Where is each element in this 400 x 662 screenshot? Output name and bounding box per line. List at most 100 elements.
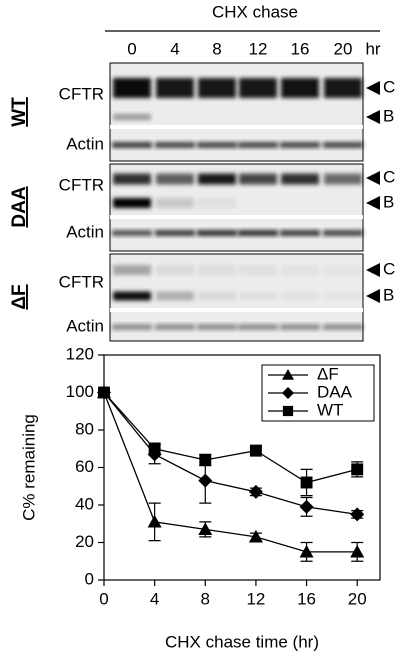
panel-label: WT [9, 97, 30, 127]
series-line [103, 392, 358, 484]
x-tick-label: 4 [150, 589, 159, 608]
x-tick-label: 12 [246, 589, 265, 608]
marker [299, 544, 314, 558]
marker [351, 463, 364, 476]
band [239, 78, 277, 98]
band [324, 292, 362, 301]
band [324, 265, 362, 275]
band [156, 173, 194, 185]
actin-band [238, 142, 278, 148]
lane-label: 8 [212, 39, 221, 58]
band-label: B [383, 192, 394, 211]
marker [350, 507, 365, 522]
panel-label: DAA [9, 186, 30, 227]
panel-label: ΔF [9, 284, 30, 309]
actin-band [238, 230, 278, 236]
marker [249, 444, 262, 457]
chart: 0 20 40 60 80 100 120 0 4 8 12 16 20 CHX chase time (… [19, 344, 381, 651]
row-label: Actin [66, 316, 104, 335]
band [239, 265, 277, 275]
band-label: C [383, 167, 395, 186]
band [324, 173, 362, 185]
band [156, 265, 194, 275]
band [198, 265, 236, 275]
band [113, 265, 151, 275]
actin-band [197, 142, 237, 148]
lane-label: 20 [334, 39, 353, 58]
x-tick-label: 0 [99, 589, 108, 608]
band [281, 78, 319, 98]
y-tick-label: 120 [66, 344, 94, 363]
lane-label: 12 [249, 39, 268, 58]
band [156, 78, 194, 98]
row-label: CFTR [59, 272, 104, 291]
series-line [103, 392, 358, 516]
y-axis-label: C% remaining [19, 414, 38, 521]
actin-band [112, 324, 152, 330]
band [156, 291, 194, 301]
legend-label: ΔF [317, 364, 339, 383]
marker [148, 442, 161, 455]
band [113, 291, 151, 301]
band-label: B [383, 106, 394, 125]
blots: 0 4 8 12 16 20 hrCFTRActinWTCBCFTRActinDAACBCF… [9, 39, 395, 342]
y-tick-label: 0 [85, 569, 94, 588]
lane-label: 0 [127, 39, 136, 58]
band [156, 198, 194, 208]
actin-band [155, 142, 195, 148]
band [113, 173, 151, 185]
actin-band [323, 142, 363, 148]
lane-label: 16 [291, 39, 310, 58]
marker [248, 484, 263, 499]
y-tick-label: 100 [66, 382, 94, 401]
marker [299, 499, 314, 514]
row-label: CFTR [59, 84, 104, 103]
blot-frame [109, 163, 364, 252]
y-tick-label: 40 [75, 494, 94, 513]
actin-band [197, 230, 237, 236]
marker [198, 473, 213, 488]
row-label: CFTR [59, 175, 104, 194]
legend-marker [282, 405, 294, 417]
band [113, 78, 151, 98]
series-line [103, 392, 358, 553]
x-tick-label: 16 [297, 589, 316, 608]
marker [198, 522, 213, 535]
band-arrow [366, 289, 380, 303]
blot-title: CHX chase [212, 2, 298, 21]
lane-label: 4 [170, 39, 179, 58]
y-tick-label: 20 [75, 532, 94, 551]
marker [199, 454, 212, 466]
actin-band [280, 230, 320, 236]
y-tick-label: 80 [75, 419, 94, 438]
band [198, 78, 236, 98]
band [281, 265, 319, 275]
unit-label: hr [365, 39, 380, 58]
actin-band [323, 230, 363, 236]
x-tick-label: 8 [201, 589, 210, 608]
marker [98, 386, 110, 399]
actin-band [238, 324, 278, 330]
band [281, 291, 319, 301]
actin-band [155, 230, 195, 236]
marker [300, 476, 313, 489]
actin-band [280, 142, 320, 148]
band [198, 198, 236, 208]
band-label: B [383, 285, 394, 304]
band [198, 173, 236, 185]
band [239, 291, 277, 301]
actin-band [112, 230, 152, 236]
row-label: Actin [66, 134, 104, 153]
band [281, 173, 319, 185]
marker [248, 529, 263, 543]
legend-marker [282, 369, 294, 380]
band-label: C [383, 259, 395, 278]
actin-band [323, 324, 363, 330]
legend-label: WT [317, 400, 343, 419]
band [239, 173, 277, 185]
blot-frame [109, 62, 364, 162]
marker [350, 544, 365, 558]
band-arrow [366, 171, 380, 185]
x-axis-label: CHX chase time (hr) [165, 632, 319, 651]
